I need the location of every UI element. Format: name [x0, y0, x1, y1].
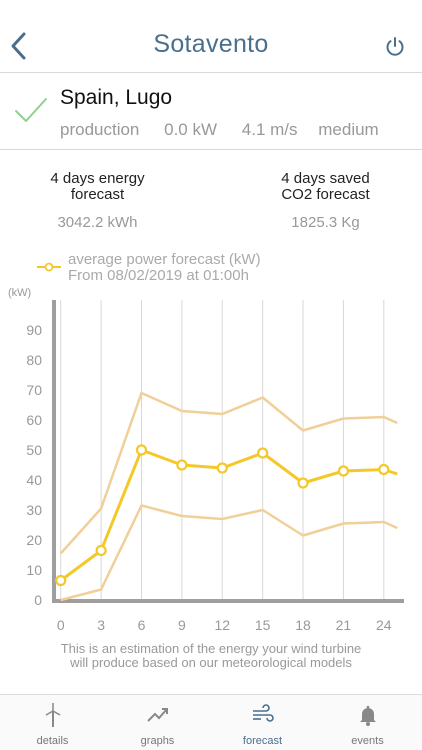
tab-bar: details graphs forecast events — [0, 694, 422, 750]
tab-forecast[interactable]: forecast — [210, 695, 315, 750]
co2-forecast-value: 1825.3 Kg — [291, 214, 360, 231]
y-tick-label: 20 — [26, 532, 42, 548]
y-tick-label: 0 — [34, 592, 42, 608]
y-tick-label: 50 — [26, 442, 42, 458]
data-point — [297, 477, 309, 489]
legend-series-label: average power forecast (kW) — [68, 251, 261, 268]
data-point — [337, 465, 350, 477]
x-tick-label: 3 — [97, 617, 105, 633]
location-panel — [0, 74, 422, 150]
data-point — [216, 462, 228, 474]
tab-graphs-label: graphs — [140, 735, 175, 747]
data-point — [257, 447, 269, 459]
app-header: Sotavento — [0, 0, 422, 73]
x-tick-label: 12 — [214, 617, 230, 633]
x-tick-label: 6 — [138, 617, 146, 633]
tab-events[interactable]: events — [315, 695, 420, 750]
power-icon[interactable] — [384, 36, 406, 58]
series-line-upper — [59, 391, 398, 555]
wind-turbine-icon — [45, 703, 60, 727]
energy-forecast-title: 4 days energy forecast — [50, 170, 145, 203]
legend-date-label: From 08/02/2019 at 01:00h — [68, 267, 249, 284]
y-tick-label: 40 — [26, 472, 42, 488]
tab-forecast-label: forecast — [242, 735, 283, 747]
x-tick-label: 21 — [336, 617, 352, 633]
y-tick-label: 80 — [26, 352, 42, 368]
co2-forecast-title: 4 days saved CO2 forecast — [281, 170, 370, 203]
data-point — [378, 463, 390, 476]
check-icon — [15, 98, 47, 122]
y-tick-label: 10 — [26, 562, 42, 578]
tab-details[interactable]: details — [0, 695, 105, 750]
legend-marker-icon — [37, 262, 61, 272]
tab-graphs[interactable]: graphs — [105, 695, 210, 750]
production-row: production 0.0 kW 4.1 m/s medium — [60, 120, 379, 140]
forecast-chart: 0 10 20 30 40 50 60 70 80 90 (kW) 0 3 6 9 12 15 18 21 24 — [8, 287, 404, 633]
page-title: Sotavento — [153, 30, 269, 58]
chart-caption: This is an estimation of the energy your… — [60, 641, 362, 670]
production-level: medium — [318, 120, 379, 139]
x-tick-label: 0 — [57, 617, 65, 633]
series-line-lower — [60, 504, 398, 602]
wind-icon — [252, 704, 274, 722]
trend-icon — [146, 708, 168, 722]
production-label: production — [60, 120, 140, 139]
x-tick-label: 18 — [295, 617, 311, 633]
y-axis-label: (kW) — [8, 287, 31, 299]
x-tick-label: 9 — [178, 617, 186, 633]
y-tick-label: 60 — [26, 412, 42, 428]
y-tick-label: 70 — [26, 382, 42, 398]
wind-speed: 4.1 m/s — [241, 120, 298, 139]
legend-text: average power forecast (kW) From 08/02/2… — [68, 252, 261, 284]
x-tick-label: 24 — [376, 617, 392, 633]
y-tick-label: 30 — [26, 502, 42, 518]
tab-events-label: events — [351, 735, 384, 747]
tab-details-label: details — [36, 735, 69, 747]
data-point — [135, 444, 148, 456]
x-tick-label: 15 — [255, 617, 271, 633]
data-point — [176, 459, 188, 471]
location-name: Spain, Lugo — [60, 86, 173, 109]
data-point — [95, 544, 107, 557]
back-icon[interactable] — [8, 30, 30, 62]
series-line-average — [59, 448, 398, 582]
energy-forecast-value: 3042.2 kWh — [57, 214, 138, 231]
data-point — [55, 574, 67, 587]
y-tick-label: 90 — [26, 322, 42, 338]
production-power: 0.0 kW — [164, 120, 218, 139]
bell-icon — [359, 705, 376, 726]
